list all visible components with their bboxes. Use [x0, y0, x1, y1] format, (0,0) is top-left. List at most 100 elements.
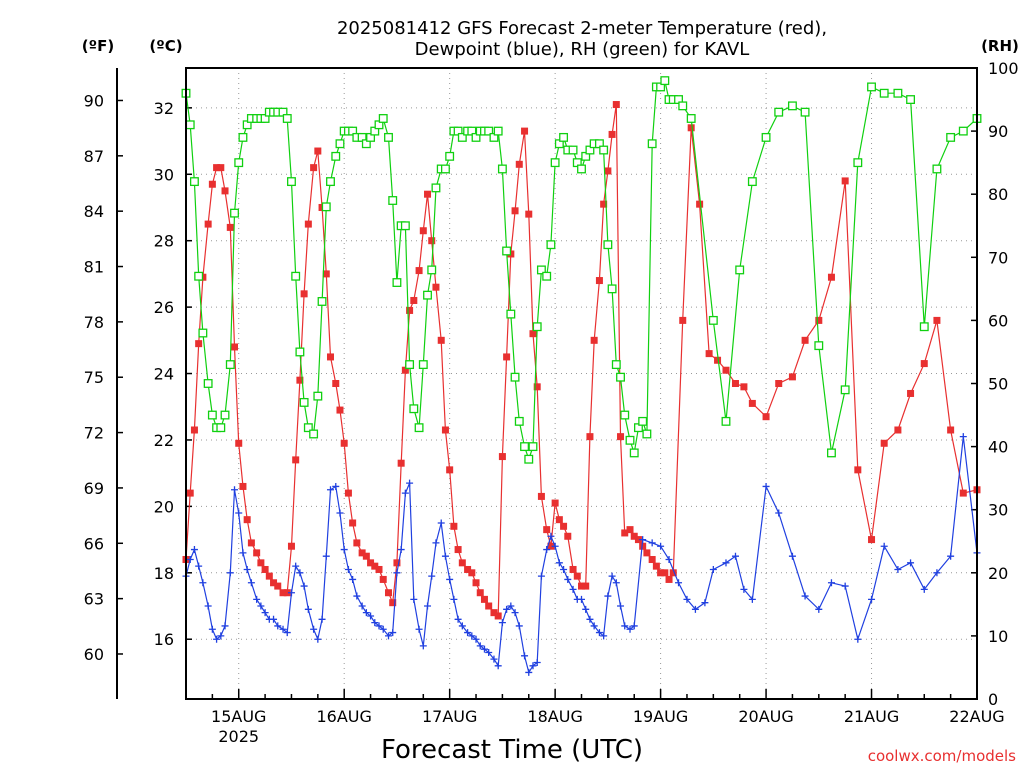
temperature-point [547, 542, 555, 550]
temperature-point [239, 482, 247, 490]
dewpoint-point [195, 562, 203, 570]
temperature-point [186, 489, 194, 497]
dewpoint-point [648, 539, 656, 547]
rh-point [774, 107, 784, 117]
dewpoint-point [231, 486, 239, 494]
temperature-point [296, 376, 304, 384]
dewpoint-point [397, 546, 405, 554]
temperature-point [630, 532, 638, 540]
watermark: coolwx.com/models [868, 747, 1016, 765]
temperature-point [375, 565, 383, 573]
rh-point [392, 278, 402, 287]
rh-point [814, 341, 824, 351]
dewpoint-point [560, 565, 568, 573]
temperature-point [801, 336, 809, 344]
dewpoint-point [920, 585, 928, 593]
rh-point [335, 139, 345, 149]
c-tick-label: 18 [154, 564, 174, 583]
temperature-point [731, 380, 739, 387]
f-tick-label: 81 [84, 258, 104, 277]
x-tick-label: 22AUG [949, 707, 1004, 726]
dewpoint-point [907, 559, 915, 567]
dewpoint-point [537, 572, 545, 580]
rh-point [295, 347, 305, 357]
dewpoint-point [569, 585, 577, 593]
f-tick-label: 78 [84, 313, 104, 332]
rh-point [331, 151, 341, 161]
rh-point [528, 442, 538, 452]
temperature-point [947, 426, 955, 434]
temperature-point [393, 559, 401, 567]
temperature-point [485, 602, 493, 610]
dewpoint-point [464, 629, 472, 637]
dewpoint-point [270, 615, 278, 623]
temperature-point [762, 413, 770, 421]
dewpoint-point [310, 625, 318, 633]
rh-point [207, 410, 217, 420]
rh-point [577, 164, 586, 174]
temperature-point [907, 389, 915, 397]
dewpoint-point [441, 552, 449, 560]
rh-point [484, 126, 494, 136]
temperature-point [827, 273, 835, 281]
temperature-point [446, 466, 454, 474]
temperature-point [841, 177, 849, 185]
temperature-point [815, 316, 823, 324]
dewpoint-point [296, 569, 304, 577]
temperature-point [600, 200, 608, 208]
dewpoint-point [675, 579, 683, 587]
temperature-point [498, 453, 506, 461]
temperature-point [515, 160, 523, 168]
dewpoint-point [731, 552, 739, 560]
dewpoint-point [801, 592, 809, 600]
temperature-point [226, 223, 234, 231]
dewpoint-point [314, 635, 322, 643]
dewpoint-point [340, 546, 348, 554]
f-tick-label: 75 [84, 368, 104, 387]
rh-point [185, 120, 195, 130]
rh-point [647, 139, 657, 149]
temperature-point [543, 526, 551, 534]
rh-point [230, 208, 239, 218]
dewpoint-point [208, 625, 216, 633]
rh-point [603, 240, 613, 250]
temperature-point [332, 380, 340, 387]
temperature-point [458, 559, 466, 567]
temperature-point [590, 336, 598, 344]
dewpoint-point [480, 645, 488, 653]
c-tick-label: 32 [154, 99, 174, 118]
rh-tick-label: 90 [988, 122, 1008, 141]
dewpoint-point [586, 615, 594, 623]
dewpoint-point [748, 595, 756, 603]
rh-point [326, 177, 335, 187]
temperature-point [353, 539, 361, 547]
dewpoint-point [221, 622, 229, 630]
rh-point [546, 240, 556, 250]
c-tick-label: 20 [154, 497, 174, 516]
temperature-point [441, 426, 449, 434]
dewpoint-point [788, 552, 796, 560]
temperature-point [578, 582, 585, 590]
temperature-point [894, 426, 902, 434]
dewpoint-point [415, 625, 423, 633]
dewpoint-point [454, 615, 462, 623]
temperature-point [705, 350, 713, 358]
dewpoint-point [494, 662, 502, 670]
rh-point [611, 360, 621, 370]
rh-tick-label: 70 [988, 248, 1008, 267]
f-tick-label: 87 [84, 147, 104, 166]
temperature-point [195, 340, 203, 348]
temperature-point [472, 579, 480, 587]
rh-point [313, 391, 323, 401]
dewpoint-point [547, 532, 555, 540]
rh-point [282, 114, 292, 123]
rh-point [203, 379, 213, 388]
temperature-line [185, 104, 978, 618]
dewpoint-point [590, 622, 598, 630]
dewpoint-point [186, 556, 194, 564]
rh-point [536, 265, 546, 275]
rh-point [493, 126, 503, 136]
dewpoint-point [894, 565, 902, 573]
temperature-point [555, 516, 563, 524]
dewpoint-point [336, 509, 344, 517]
